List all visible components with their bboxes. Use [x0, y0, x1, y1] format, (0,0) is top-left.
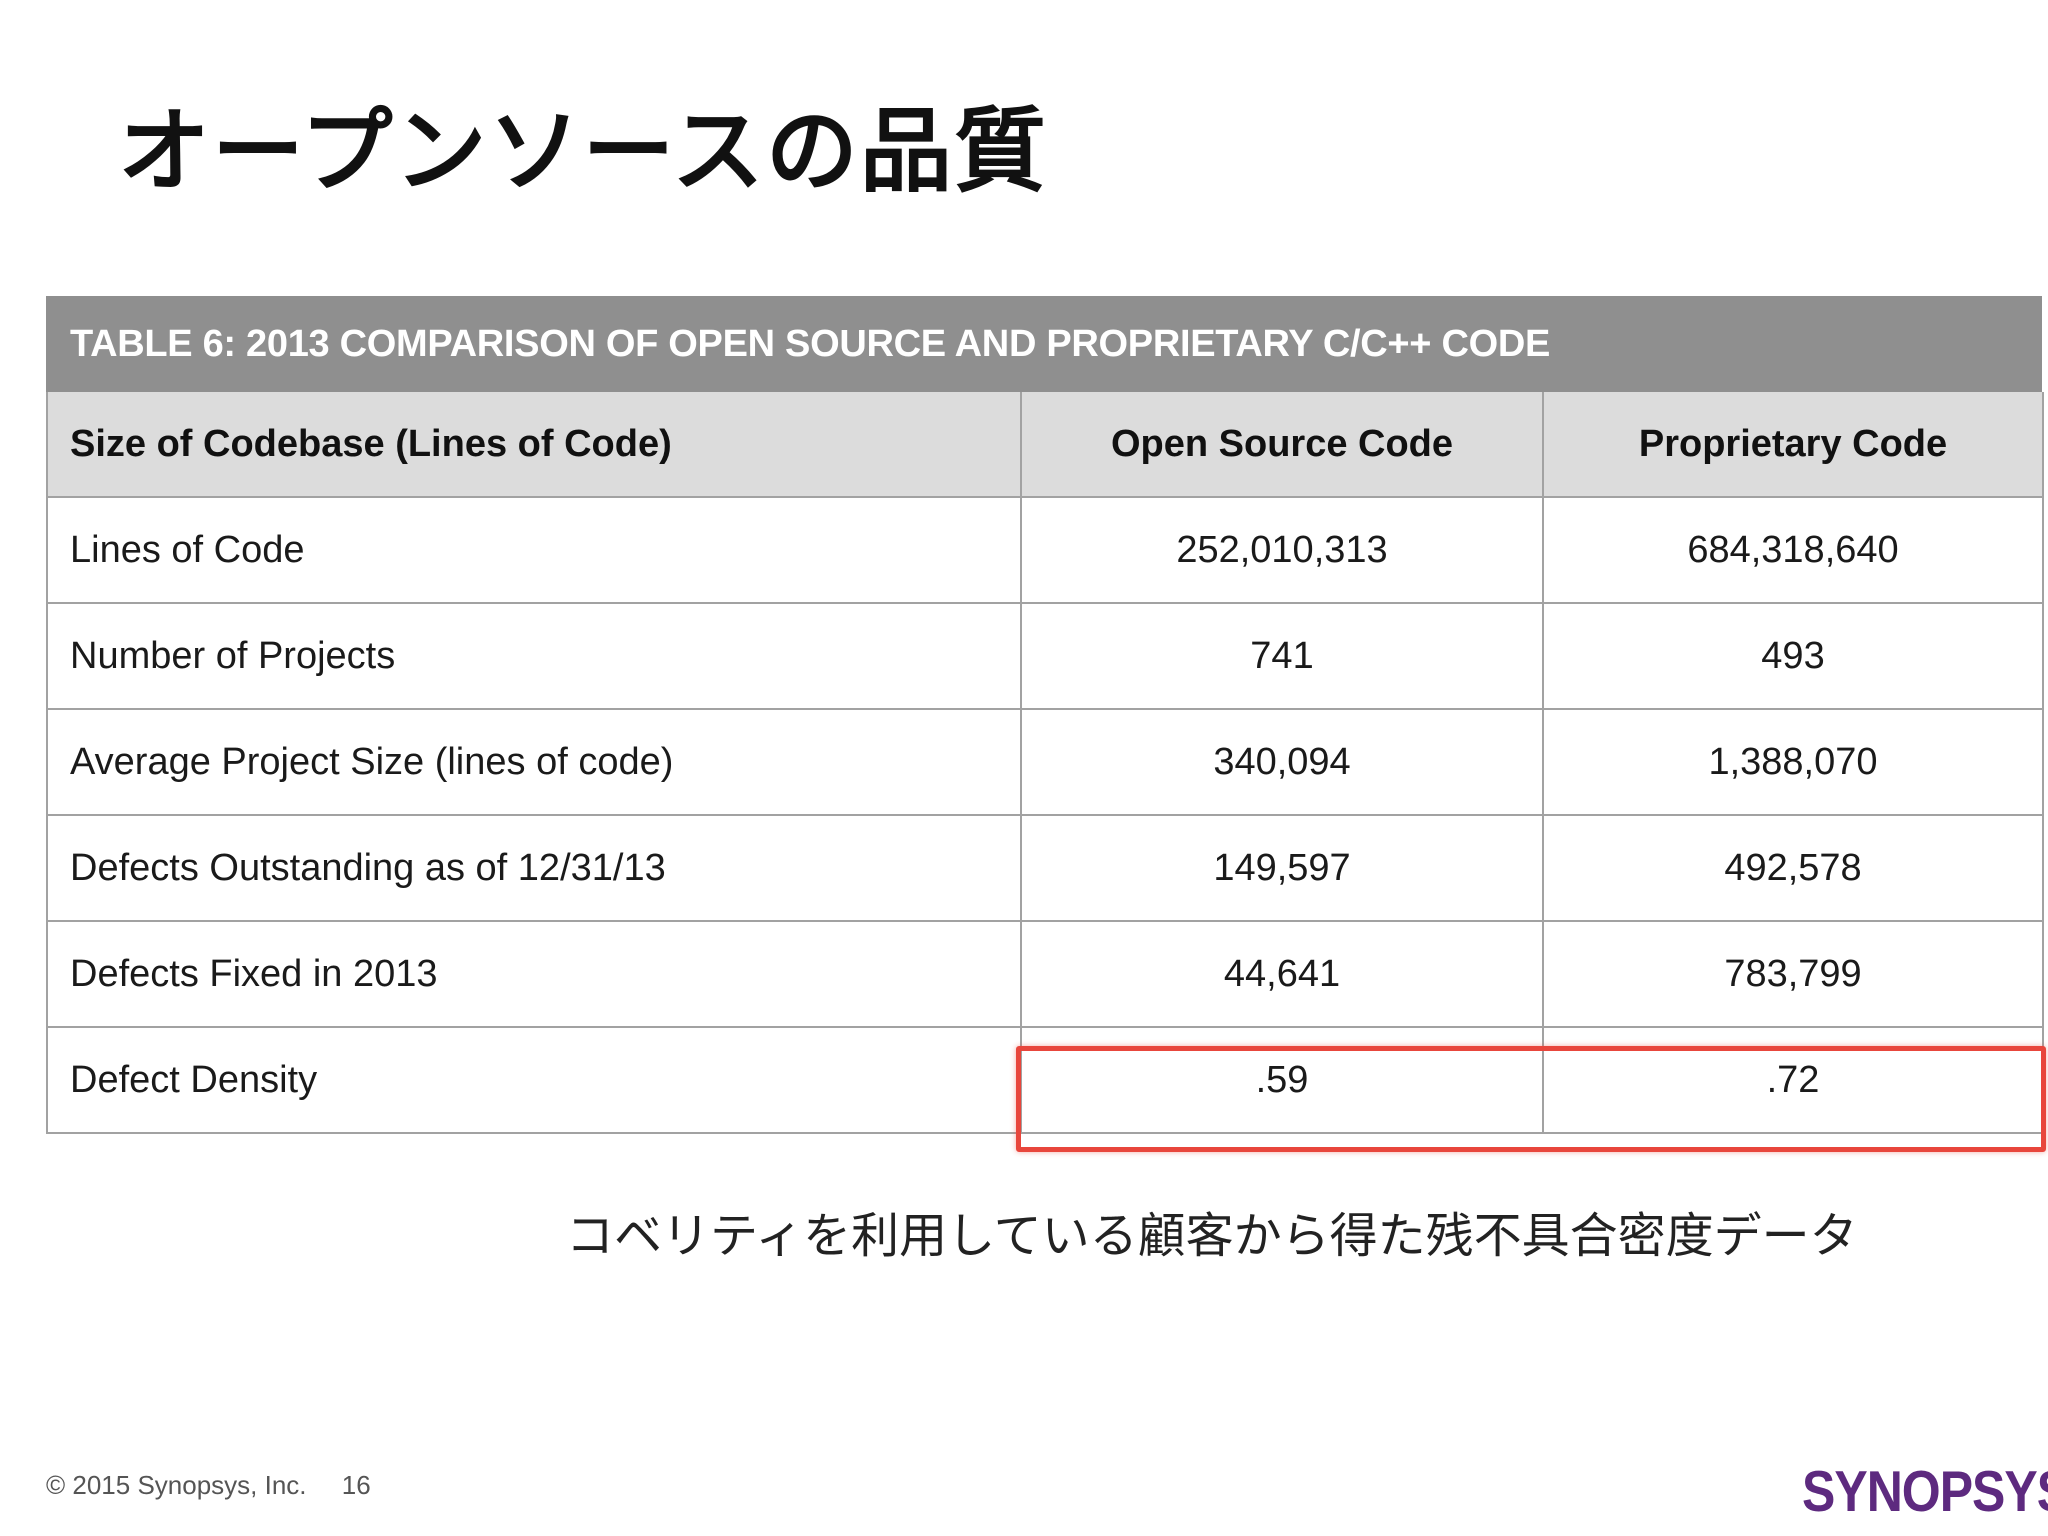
row-label: Defects Fixed in 2013: [46, 920, 1022, 1028]
copyright-text: © 2015 Synopsys, Inc.: [46, 1470, 307, 1500]
header-open-source: Open Source Code: [1020, 392, 1544, 498]
open-source-value: 149,597: [1020, 814, 1544, 922]
page-number: 16: [341, 1470, 371, 1500]
data-source-note: コベリティを利用している顧客から得た残不具合密度データ: [566, 1208, 1858, 1264]
logo-text: SYNOPSYS: [1802, 1459, 2048, 1524]
footer-copyright: © 2015 Synopsys, Inc. 16: [46, 1470, 371, 1501]
table-row: Defects Fixed in 2013 44,641 783,799: [46, 920, 2044, 1028]
row-label: Defects Outstanding as of 12/31/13: [46, 814, 1022, 922]
header-proprietary: Proprietary Code: [1542, 392, 2044, 498]
slide-title: オープンソースの品質: [118, 98, 1048, 205]
proprietary-value: 1,388,070: [1542, 708, 2044, 816]
comparison-table: TABLE 6: 2013 COMPARISON OF OPEN SOURCE …: [46, 296, 2044, 1134]
proprietary-value: 492,578: [1542, 814, 2044, 922]
table-header-row: Size of Codebase (Lines of Code) Open So…: [46, 392, 2044, 498]
open-source-value: 741: [1020, 602, 1544, 710]
header-codebase-size: Size of Codebase (Lines of Code): [46, 392, 1022, 498]
table-row: Defects Outstanding as of 12/31/13 149,5…: [46, 814, 2044, 922]
row-label: Lines of Code: [46, 496, 1022, 604]
row-label: Number of Projects: [46, 602, 1022, 710]
synopsys-logo: SYNOPSYS®: [1802, 1458, 2048, 1525]
table-row: Number of Projects 741 493: [46, 602, 2044, 710]
row-label: Defect Density: [46, 1026, 1022, 1134]
open-source-value: .59: [1020, 1026, 1544, 1134]
proprietary-value: .72: [1542, 1026, 2044, 1134]
open-source-value: 44,641: [1020, 920, 1544, 1028]
proprietary-value: 493: [1542, 602, 2044, 710]
proprietary-value: 783,799: [1542, 920, 2044, 1028]
table-row: Defect Density .59 .72: [46, 1026, 2044, 1134]
data-table: Size of Codebase (Lines of Code) Open So…: [46, 392, 2044, 1134]
proprietary-value: 684,318,640: [1542, 496, 2044, 604]
table-row: Lines of Code 252,010,313 684,318,640: [46, 496, 2044, 604]
open-source-value: 252,010,313: [1020, 496, 1544, 604]
table-row: Average Project Size (lines of code) 340…: [46, 708, 2044, 816]
row-label: Average Project Size (lines of code): [46, 708, 1022, 816]
open-source-value: 340,094: [1020, 708, 1544, 816]
table-caption: TABLE 6: 2013 COMPARISON OF OPEN SOURCE …: [46, 296, 2042, 392]
